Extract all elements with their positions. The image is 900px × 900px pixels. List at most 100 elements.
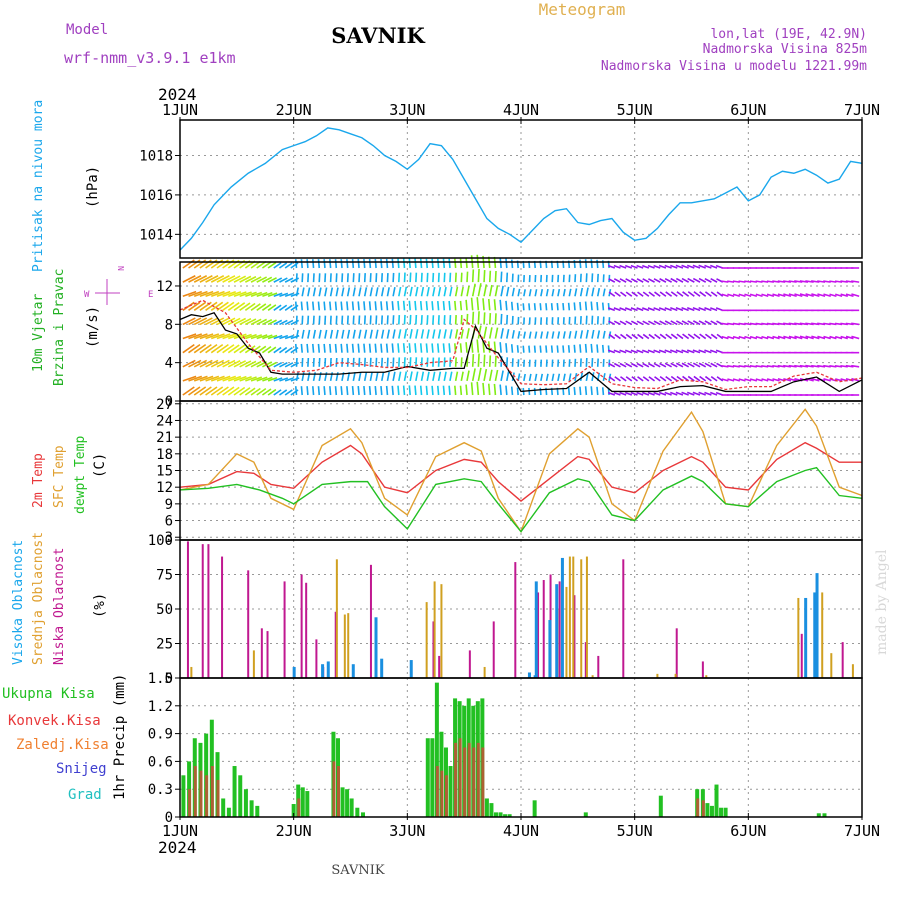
wind-arrow: [540, 373, 544, 382]
wind-arrow: [368, 343, 372, 353]
wind-arrow: [267, 361, 277, 368]
cloud-high-bar: [560, 557, 564, 678]
wind-arrow: [449, 329, 453, 339]
wind-arrow: [182, 317, 196, 326]
wind-arrow: [516, 302, 519, 311]
wind-arrow: [659, 320, 667, 326]
cloud-low-bar: [438, 655, 441, 678]
time-tick-label: 3JUN: [389, 822, 425, 840]
wind-arrow: [408, 258, 411, 269]
wind-arrow: [624, 264, 633, 269]
wind-arrow: [233, 333, 247, 340]
wind-arrow: [522, 345, 525, 353]
wind-arrow: [505, 343, 508, 353]
wind-arrow: [358, 329, 362, 339]
wind-arrow: [653, 391, 661, 396]
wind-arrow: [267, 261, 277, 269]
wind-arrow: [335, 287, 339, 297]
wind-arrow: [459, 385, 463, 396]
cloud-low-bar: [468, 650, 471, 678]
wind-arrow: [681, 320, 690, 326]
wind-arrow: [670, 320, 678, 326]
wind-arrow: [659, 278, 667, 283]
wind-arrow: [647, 391, 655, 396]
wind-arrow: [631, 333, 638, 340]
wind-arrow: [227, 275, 241, 283]
wind-arrow: [506, 371, 510, 382]
wind-arrow: [323, 343, 326, 353]
precip-total-bar: [340, 787, 345, 817]
wind-arrow: [545, 331, 549, 339]
wind-arrow: [193, 290, 208, 297]
wind-arrow: [608, 362, 616, 368]
wind-arrow: [670, 277, 678, 283]
precip-conv-bar: [336, 766, 340, 817]
wind-arrow: [262, 292, 273, 297]
compass-n: N: [116, 266, 125, 271]
wind-arrow: [233, 275, 247, 283]
wind-arrow: [505, 385, 508, 396]
wind-arrow: [182, 275, 196, 283]
wind-arrow: [193, 359, 208, 368]
wind-arrow: [522, 303, 525, 311]
wind-arrow: [664, 349, 672, 354]
y-tick-label: 0.6: [148, 754, 173, 770]
wind-arrow: [273, 334, 283, 340]
wind-arrow: [574, 288, 578, 297]
wind-arrow: [835, 293, 843, 297]
precip-total-bar: [816, 813, 821, 817]
wind-arrow: [642, 376, 650, 382]
wind-arrow: [835, 378, 843, 382]
wind-arrow: [477, 268, 480, 283]
wind-arrow: [340, 386, 343, 396]
wind-arrow: [636, 362, 644, 368]
wind-arrow: [403, 329, 408, 339]
wind-arrow: [216, 259, 229, 269]
precip-total-bar: [507, 814, 512, 817]
frames-layer: [179, 117, 863, 820]
credit-label: made by Angel: [874, 549, 890, 655]
wind-arrow: [482, 382, 485, 396]
wind-arrow: [402, 385, 406, 396]
wind-arrow: [436, 343, 440, 353]
cloud-mid-bar: [585, 556, 588, 678]
wind-arrow: [465, 299, 468, 311]
wind-arrow: [279, 319, 288, 326]
wind-arrow: [534, 289, 538, 297]
wind-arrow: [517, 331, 521, 339]
wind-arrow: [613, 362, 621, 368]
wind-arrow: [505, 258, 508, 269]
wind-arrow: [516, 345, 519, 353]
lonlat-label: lon,lat (19E, 42.9N): [710, 27, 867, 42]
wind-arrow: [369, 371, 373, 382]
precip-conv-bar: [454, 742, 458, 817]
cloud-high-bar: [374, 617, 378, 678]
wind-arrow: [351, 259, 355, 269]
precip-total-bar: [300, 787, 305, 817]
wind-arrow: [307, 329, 311, 339]
wind-arrow: [704, 307, 712, 312]
wind-arrow: [681, 391, 689, 396]
wind-arrow: [675, 362, 684, 368]
meteogram-title: Meteogram: [539, 0, 626, 19]
wind-arrow: [311, 301, 315, 311]
wind-arrow: [721, 335, 729, 340]
wind-arrow: [540, 331, 544, 339]
wind-arrow: [222, 290, 236, 297]
wind-arrow: [557, 373, 561, 382]
wind-arrow: [426, 286, 430, 297]
wind-arrow: [188, 359, 202, 368]
wind-arrow: [585, 329, 589, 339]
wind-arrow: [506, 329, 510, 339]
wind-arrow: [584, 259, 588, 269]
y-tick-label: 1018: [139, 148, 173, 164]
wind-arrow: [545, 303, 548, 311]
wind-arrow: [636, 278, 644, 283]
wind-arrow: [642, 320, 650, 326]
wind-arrow: [357, 301, 360, 311]
wind-arrow: [199, 333, 214, 340]
wind-arrow: [777, 293, 786, 297]
time-axis-top: 1JUN 2JUN 3JUN 4JUN 5JUN 6JUN 7JUN: [162, 101, 880, 119]
wind-arrow: [637, 376, 644, 382]
